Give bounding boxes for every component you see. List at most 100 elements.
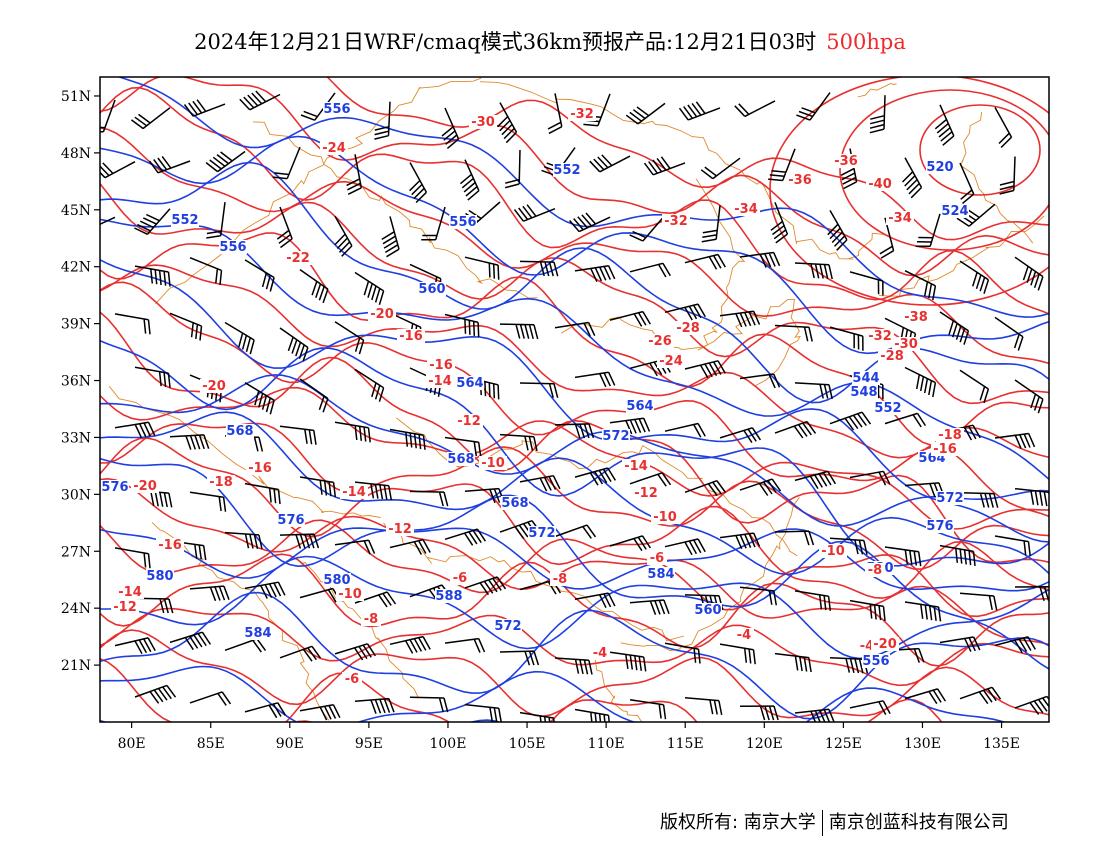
- wind-barb: [574, 708, 610, 722]
- temperature-contour: [839, 89, 1049, 251]
- temperature-contour: [100, 553, 1049, 667]
- lon-tick-label: 85E: [197, 736, 225, 752]
- label-bg: [418, 282, 446, 296]
- temperature-label: -12: [634, 486, 658, 501]
- wind-barb: [354, 481, 393, 501]
- temperature-label: -20: [370, 307, 394, 322]
- wind-barb: [279, 425, 317, 445]
- wind-barb: [272, 146, 301, 180]
- height-label: 560: [694, 603, 721, 618]
- temperature-label: -24: [322, 141, 346, 156]
- temperature-label: -34: [888, 211, 912, 226]
- label-bg: [832, 154, 860, 168]
- label-bg: [340, 485, 368, 499]
- wind-barb: [774, 530, 815, 546]
- lat-tick-label: 36N: [61, 374, 91, 390]
- temperature-label: -10: [653, 510, 677, 525]
- wind-barb: [794, 590, 832, 611]
- wind-barb: [464, 487, 505, 504]
- wind-barb: [827, 210, 848, 251]
- label-bg: [674, 321, 702, 335]
- wind-barb: [684, 360, 726, 379]
- wind-barb: [774, 324, 813, 342]
- height-label: 568: [226, 424, 253, 439]
- boundary-line: [695, 178, 746, 351]
- wind-barb: [114, 313, 151, 335]
- temperature-label: -30: [894, 337, 918, 352]
- wind-barb: [959, 592, 998, 611]
- wind-barb: [444, 436, 482, 457]
- temperature-contour: [100, 86, 1049, 315]
- label-bg: [219, 240, 247, 254]
- wind-barb: [541, 147, 576, 177]
- label-bg: [101, 480, 129, 494]
- wind-barb: [299, 476, 337, 497]
- label-bg: [449, 215, 477, 229]
- wind-barb: [684, 253, 726, 270]
- label-bg: [568, 107, 596, 121]
- wind-barb: [939, 544, 976, 566]
- temperature-label: -4: [737, 628, 751, 643]
- wind-barb: [169, 540, 207, 561]
- label-bg: [200, 379, 228, 393]
- wind-barb: [664, 538, 706, 556]
- label-bg: [455, 414, 483, 428]
- temperature-contour: [100, 657, 943, 722]
- wind-barb: [1014, 379, 1044, 414]
- height-label: 556: [862, 654, 889, 669]
- wind-barb: [1014, 256, 1044, 291]
- temperature-label: -32: [570, 107, 594, 122]
- label-bg: [528, 526, 556, 540]
- height-label: 556: [323, 102, 350, 117]
- wind-barb: [134, 265, 171, 287]
- wind-barb: [884, 412, 927, 428]
- height-contour: [100, 374, 1049, 527]
- height-label: 584: [244, 626, 271, 641]
- height-label: 572: [936, 491, 963, 506]
- label-bg: [397, 329, 425, 343]
- wind-barb: [189, 585, 230, 602]
- label-bg: [590, 646, 610, 660]
- wind-barb: [629, 599, 670, 615]
- label-bg: [156, 538, 184, 552]
- label-bg: [646, 334, 674, 348]
- height-label: 572: [528, 526, 555, 541]
- wind-barb: [346, 154, 363, 195]
- wind-barb: [959, 260, 990, 294]
- label-bg: [342, 672, 362, 686]
- temperature-label: -30: [471, 115, 495, 130]
- wind-barb: [664, 422, 706, 438]
- wind-barb-layer: [100, 90, 1049, 722]
- lat-tick-label: 24N: [61, 601, 91, 617]
- wind-barb: [114, 421, 156, 439]
- label-bg: [456, 376, 484, 390]
- company-text: 南京创蓝科技有限公司: [828, 812, 1009, 833]
- temperature-contour: [100, 264, 1049, 459]
- wind-barb: [625, 102, 666, 125]
- label-bg: [320, 141, 348, 155]
- label-bg: [550, 572, 570, 586]
- wind-barb: [374, 101, 391, 140]
- lon-tick-label: 115E: [667, 736, 704, 752]
- temperature-label: -36: [788, 173, 812, 188]
- wind-barb: [148, 155, 191, 174]
- temperature-label: -18: [209, 475, 233, 490]
- wind-barb: [829, 537, 868, 555]
- wind-barb: [244, 581, 286, 599]
- wind-barb: [381, 216, 400, 258]
- label-bg: [819, 544, 847, 558]
- wind-barb: [499, 323, 539, 340]
- lon-tick-label: 125E: [825, 736, 862, 752]
- wind-barb: [664, 642, 701, 664]
- wind-barb: [904, 601, 942, 622]
- wind-barb: [244, 382, 275, 415]
- temperature-label: -16: [933, 442, 957, 457]
- wind-barb: [244, 702, 287, 719]
- label-bg: [479, 456, 507, 470]
- wind-barb: [554, 657, 593, 675]
- label-bg: [878, 349, 906, 363]
- temperature-contour: [100, 386, 1049, 530]
- label-bg: [116, 585, 144, 599]
- wind-barb: [334, 643, 377, 661]
- wind-barb: [934, 104, 955, 146]
